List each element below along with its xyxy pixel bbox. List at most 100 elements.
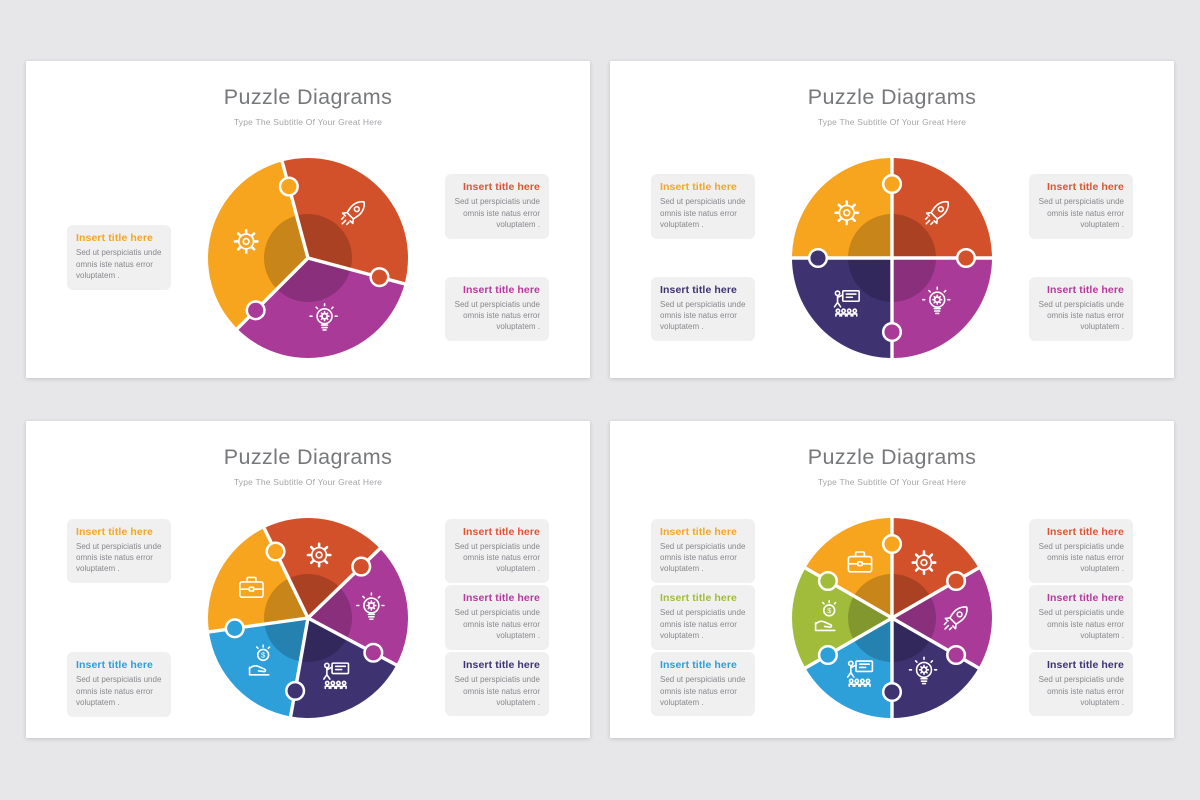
slide-content: Insert title here Sed ut perspiciatis un… (26, 137, 590, 378)
text-box: Insert title here Sed ut perspiciatis un… (1029, 652, 1133, 717)
text-box: Insert title here Sed ut perspiciatis un… (1029, 174, 1133, 239)
gear-icon (834, 199, 860, 225)
text-box-body: Sed ut perspiciatis unde omnis iste natu… (454, 197, 540, 230)
puzzle-diagram-svg: $ (792, 516, 992, 719)
right-text-column: Insert title here Sed ut perspiciatis un… (445, 518, 549, 717)
puzzle-diagram (780, 146, 1004, 370)
presentation-icon (846, 659, 874, 687)
money-hand-icon: $ (248, 643, 271, 676)
text-box-title: Insert title here (463, 592, 540, 605)
piece-divider (280, 159, 310, 258)
piece-divider (803, 565, 893, 619)
piece-divider (803, 616, 893, 670)
text-box-title: Insert title here (76, 659, 153, 672)
text-box-title: Insert title here (76, 525, 153, 538)
left-text-column: Insert title here Sed ut perspiciatis un… (67, 518, 171, 717)
text-box: Insert title here Sed ut perspiciatis un… (651, 518, 755, 583)
piece-divider (207, 615, 309, 634)
puzzle-knob (817, 644, 838, 665)
slide-card-6-pieces: Puzzle Diagrams Type The Subtitle Of You… (610, 421, 1174, 738)
puzzle-piece (264, 517, 380, 618)
puzzle-piece (792, 257, 892, 358)
text-box-title: Insert title here (76, 232, 153, 245)
puzzle-knob (881, 681, 903, 702)
slide-title: Puzzle Diagrams (807, 445, 977, 469)
text-box-body: Sed ut perspiciatis unde omnis iste natu… (660, 608, 746, 641)
puzzle-diagram-svg: $ (207, 517, 408, 718)
text-box-title: Insert title here (1047, 525, 1124, 538)
text-box: Insert title here Sed ut perspiciatis un… (651, 276, 755, 341)
puzzle-diagram-svg (208, 157, 408, 358)
rocket-icon (340, 200, 366, 225)
piece-divider (891, 565, 981, 619)
text-box: Insert title here Sed ut perspiciatis un… (651, 652, 755, 717)
text-box: Insert title here Sed ut perspiciatis un… (445, 652, 549, 717)
puzzle-piece (208, 160, 308, 329)
text-box-body: Sed ut perspiciatis unde omnis iste natu… (1038, 608, 1124, 641)
rocket-icon (924, 200, 950, 225)
puzzle-piece (892, 567, 992, 668)
text-box-title: Insert title here (660, 525, 737, 538)
text-box-body: Sed ut perspiciatis unde omnis iste natu… (660, 541, 746, 574)
slide-card-4-pieces: Puzzle Diagrams Type The Subtitle Of You… (610, 61, 1174, 378)
puzzle-knob (369, 266, 390, 287)
text-box-body: Sed ut perspiciatis unde omnis iste natu… (1038, 675, 1124, 708)
text-box: Insert title here Sed ut perspiciatis un… (651, 585, 755, 650)
text-box-body: Sed ut perspiciatis unde omnis iste natu… (454, 608, 540, 641)
gear-icon (233, 228, 259, 254)
piece-divider (288, 617, 310, 718)
bulb-gear-icon (908, 656, 938, 684)
text-box: Insert title here Sed ut perspiciatis un… (445, 518, 549, 583)
puzzle-knob (881, 173, 903, 194)
puzzle-piece (805, 617, 892, 718)
slide-content: Insert title here Sed ut perspiciatis un… (610, 137, 1174, 378)
text-box-body: Sed ut perspiciatis unde omnis iste natu… (660, 675, 746, 708)
left-text-column: Insert title here Sed ut perspiciatis un… (651, 159, 755, 357)
text-box: Insert title here Sed ut perspiciatis un… (67, 652, 171, 717)
text-box: Insert title here Sed ut perspiciatis un… (445, 174, 549, 239)
slide-card-5-pieces: Puzzle Diagrams Type The Subtitle Of You… (26, 421, 590, 738)
left-text-column: Insert title here Sed ut perspiciatis un… (67, 159, 171, 357)
puzzle-diagram (196, 146, 420, 370)
text-box: Insert title here Sed ut perspiciatis un… (1029, 276, 1133, 341)
puzzle-knob (807, 247, 829, 268)
puzzle-knob (946, 644, 967, 665)
text-box: Insert title here Sed ut perspiciatis un… (1029, 518, 1133, 583)
text-box-title: Insert title here (1047, 283, 1124, 296)
slide-subtitle: Type The Subtitle Of Your Great Here (817, 117, 967, 127)
text-box-title: Insert title here (660, 659, 737, 672)
text-box-body: Sed ut perspiciatis unde omnis iste natu… (1038, 197, 1124, 230)
puzzle-knob (351, 556, 372, 577)
right-text-column: Insert title here Sed ut perspiciatis un… (1029, 159, 1133, 357)
slide-title: Puzzle Diagrams (223, 445, 393, 469)
puzzle-knob (285, 680, 306, 701)
text-box-body: Sed ut perspiciatis unde omnis iste natu… (1038, 541, 1124, 574)
piece-divider (235, 256, 310, 331)
gear-icon (306, 541, 332, 567)
text-box: Insert title here Sed ut perspiciatis un… (67, 518, 171, 583)
money-hand-icon: $ (814, 599, 837, 631)
puzzle-knob (278, 175, 299, 197)
puzzle-knob (817, 570, 838, 591)
piece-divider (262, 525, 310, 619)
puzzle-knob (955, 247, 977, 268)
bulb-gear-icon (309, 302, 338, 331)
puzzle-diagram-svg (791, 156, 993, 359)
puzzle-knob (881, 321, 903, 342)
puzzle-piece (892, 157, 992, 258)
svg-text:$: $ (827, 606, 832, 615)
piece-divider (307, 615, 398, 667)
text-box-title: Insert title here (660, 283, 737, 296)
gear-icon (911, 549, 937, 575)
text-box-title: Insert title here (463, 181, 540, 194)
presentation-icon (833, 289, 860, 317)
text-box: Insert title here Sed ut perspiciatis un… (67, 225, 171, 290)
text-box-body: Sed ut perspiciatis unde omnis iste natu… (1038, 299, 1124, 332)
text-box-title: Insert title here (1047, 659, 1124, 672)
svg-text:$: $ (261, 650, 266, 659)
text-box-title: Insert title here (1047, 181, 1124, 194)
bulb-gear-icon (921, 285, 951, 314)
text-box-body: Sed ut perspiciatis unde omnis iste natu… (76, 248, 162, 281)
text-box-title: Insert title here (463, 525, 540, 538)
